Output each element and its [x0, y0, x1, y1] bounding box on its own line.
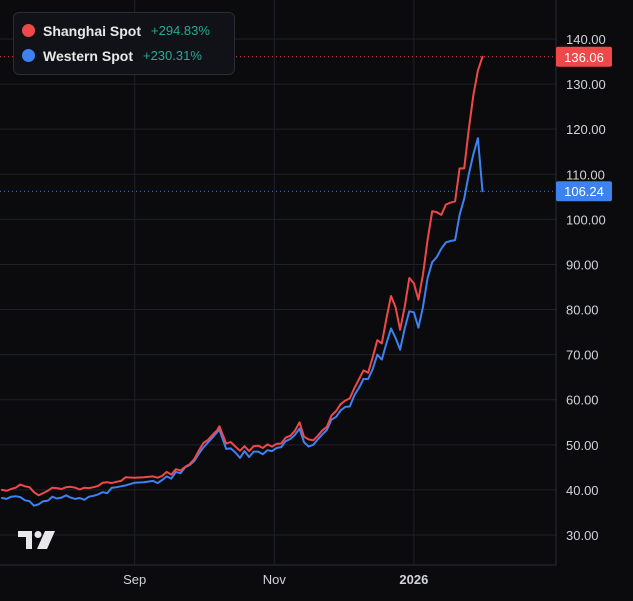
last-price-label-western: 106.24	[564, 184, 604, 199]
y-axis: 30.00 40.00 50.00 60.00 70.00 80.00 90.00 100.0…	[566, 32, 606, 543]
tradingview-logo-icon[interactable]	[18, 529, 58, 551]
y-tick-label: 70.00	[566, 348, 599, 363]
y-tick-label: 30.00	[566, 528, 599, 543]
last-price-guides	[0, 56, 556, 192]
legend-series-change: +230.31%	[142, 48, 202, 63]
last-price-badge-western	[556, 181, 612, 202]
y-tick-label: 120.00	[566, 122, 606, 137]
last-price-badge-shanghai	[556, 46, 612, 67]
series-dot-icon	[22, 49, 35, 62]
y-tick-label: 130.00	[566, 77, 606, 92]
y-tick-label: 80.00	[566, 303, 599, 318]
grid-lines	[0, 0, 557, 566]
series-line-shanghai	[1, 55, 484, 497]
y-tick-label: 100.00	[566, 212, 606, 227]
y-tick-label: 140.00	[566, 32, 606, 47]
last-price-labels: 136.06 106.24	[556, 46, 612, 202]
x-tick-label: Nov	[263, 572, 287, 587]
series-line-western	[1, 137, 484, 507]
y-tick-label: 90.00	[566, 257, 599, 272]
series-layer	[1, 55, 484, 507]
x-tick-label: Sep	[123, 572, 146, 587]
x-axis: Sep Nov 2026	[123, 572, 428, 587]
y-tick-label: 40.00	[566, 483, 599, 498]
legend-series-name: Shanghai Spot	[43, 22, 141, 39]
legend-item-shanghai[interactable]: Shanghai Spot +294.83%	[22, 18, 226, 43]
x-tick-label: 2026	[399, 572, 428, 587]
y-tick-label: 110.00	[566, 167, 605, 182]
legend[interactable]: Shanghai Spot +294.83% Western Spot +230…	[13, 12, 235, 75]
last-price-label-shanghai: 136.06	[564, 50, 604, 65]
y-tick-label: 60.00	[566, 393, 599, 408]
y-tick-label: 50.00	[566, 438, 599, 453]
legend-series-name: Western Spot	[43, 47, 133, 64]
series-dot-icon	[22, 24, 35, 37]
legend-series-change: +294.83%	[151, 23, 210, 38]
legend-item-western[interactable]: Western Spot +230.31%	[22, 43, 226, 68]
